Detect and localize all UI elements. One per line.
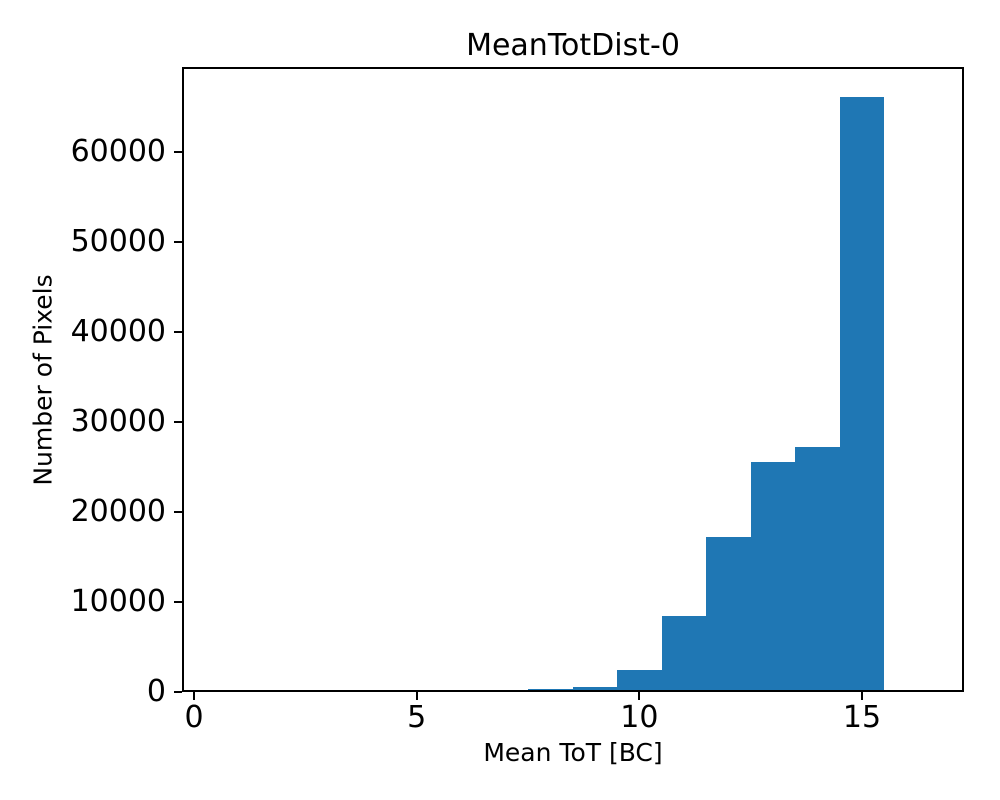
histogram-bar [617, 669, 662, 692]
histogram-bar [661, 616, 707, 692]
y-tick-label: 10000 [70, 584, 166, 619]
y-tick-label: 0 [146, 674, 166, 709]
x-tick-label: 10 [620, 700, 659, 735]
y-tick-mark [174, 601, 182, 603]
histogram-bar [839, 97, 885, 692]
x-tick-mark [638, 692, 641, 700]
y-tick-label: 20000 [70, 494, 166, 529]
histogram-bar [572, 687, 618, 692]
y-tick-mark [174, 151, 182, 153]
histogram-bar [528, 689, 573, 692]
x-axis-label: Mean ToT [BC] [483, 738, 663, 767]
y-tick-label: 30000 [70, 404, 166, 439]
x-tick-label: 15 [842, 700, 882, 735]
x-tick-label: 5 [407, 700, 427, 735]
y-axis-label: Number of Pixels [28, 274, 58, 486]
histogram-bar [706, 537, 751, 692]
y-tick-mark [174, 691, 182, 693]
chart-title: MeanTotDist-0 [466, 28, 680, 63]
x-tick-mark [861, 692, 863, 700]
y-tick-label: 50000 [70, 224, 166, 259]
x-tick-label: 0 [184, 700, 204, 735]
y-tick-mark [174, 511, 182, 513]
y-tick-mark [174, 331, 182, 333]
x-tick-mark [415, 692, 418, 700]
histogram-bar [750, 461, 796, 692]
histogram-bar [795, 447, 840, 692]
y-tick-label: 60000 [70, 134, 166, 169]
y-tick-label: 40000 [70, 314, 166, 349]
y-tick-mark [174, 421, 182, 423]
x-tick-mark [193, 692, 195, 700]
y-tick-mark [174, 241, 182, 243]
